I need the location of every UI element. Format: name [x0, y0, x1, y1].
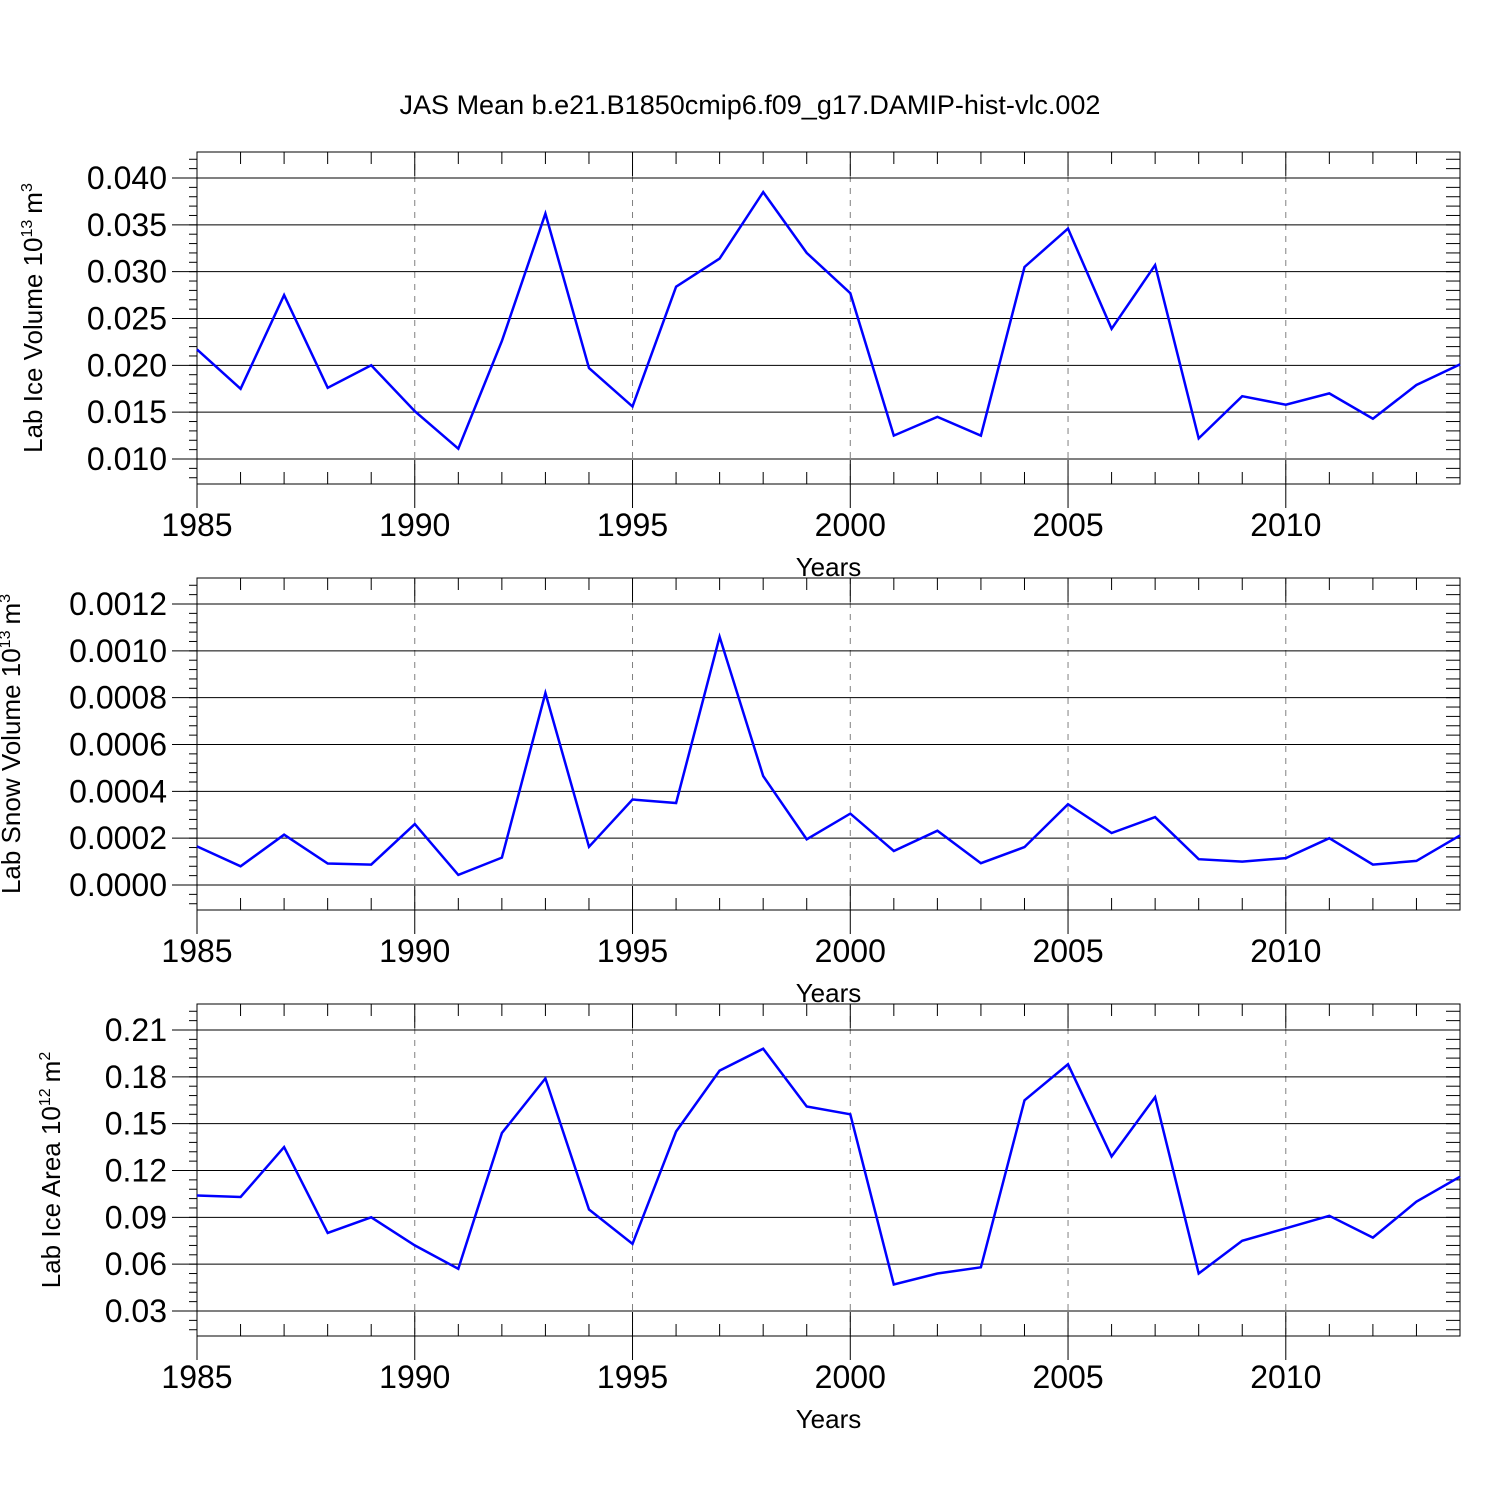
y-tick-label: 0.0010 [69, 633, 167, 669]
x-tick-label: 1990 [379, 933, 450, 969]
y-axis-title-exponent: 13 [19, 220, 36, 238]
x-axis-title: Years [796, 1404, 862, 1434]
x-tick-label: 2005 [1032, 1359, 1103, 1395]
x-tick-label: 1990 [379, 1359, 450, 1395]
x-tick-label: 1995 [597, 1359, 668, 1395]
series-line [196, 632, 1461, 877]
y-tick-label: 0.0000 [69, 867, 167, 903]
series-line [196, 1047, 1461, 1287]
x-tick-label: 2000 [815, 1359, 886, 1395]
x-tick-label: 1995 [597, 507, 668, 543]
y-tick-label: 0.12 [105, 1153, 167, 1189]
y-axis-title-exponent: 13 [0, 630, 14, 648]
y-tick-label: 0.015 [87, 394, 167, 430]
y-tick-label: 0.0008 [69, 680, 167, 716]
y-axis-title-unit-exponent: 3 [0, 594, 14, 603]
x-tick-label: 1990 [379, 507, 450, 543]
y-axis-title-text: Lab Ice Area 10 [36, 1106, 66, 1288]
y-tick-label: 0.035 [87, 207, 167, 243]
y-tick-label: 0.0012 [69, 586, 167, 622]
x-tick-label: 2000 [815, 933, 886, 969]
y-tick-label: 0.025 [87, 301, 167, 337]
y-axis-title-unit-exponent: 2 [37, 1052, 54, 1061]
y-axis-title-text: Lab Ice Volume 10 [18, 237, 48, 452]
series-line [196, 189, 1461, 451]
y-axis-title-unit: m [0, 603, 26, 625]
x-tick-label: 2010 [1250, 507, 1321, 543]
panel-1: 1985 1990 1995 2000 2005 2010 0.010 0.015 0.020 0… [18, 151, 1461, 582]
panel-2: 1985 1990 1995 2000 2005 2010 0.0000 0.0002 0.00… [0, 577, 1461, 1008]
y-axis-title: Lab Ice Area 1012 m2 [36, 1052, 66, 1289]
y-tick-label: 0.03 [105, 1293, 167, 1329]
y-tick-label: 0.040 [87, 160, 167, 196]
y-tick-label: 0.18 [105, 1059, 167, 1095]
y-tick-label: 0.09 [105, 1199, 167, 1235]
x-tick-label: 2000 [815, 507, 886, 543]
y-tick-label: 0.15 [105, 1106, 167, 1142]
y-axis-title-text: Lab Snow Volume 10 [0, 648, 26, 894]
y-axis-title: Lab Ice Volume 1013 m3 [18, 183, 48, 453]
y-axis-title-unit: m [18, 192, 48, 214]
y-axis-title-exponent: 12 [37, 1088, 54, 1106]
y-tick-label: 0.0002 [69, 820, 167, 856]
x-axis-title: Years [796, 978, 862, 1008]
x-tick-label: 2010 [1250, 1359, 1321, 1395]
y-tick-label: 0.0004 [69, 773, 167, 809]
x-tick-label: 1985 [161, 507, 232, 543]
x-tick-label: 1985 [161, 1359, 232, 1395]
x-tick-label: 2010 [1250, 933, 1321, 969]
y-axis-title: Lab Snow Volume 1013 m3 [0, 594, 26, 894]
y-tick-label: 0.010 [87, 441, 167, 477]
x-tick-label: 2005 [1032, 933, 1103, 969]
y-axis-title-unit-exponent: 3 [19, 183, 36, 192]
y-axis-title-unit: m [36, 1061, 66, 1083]
x-tick-label: 2005 [1032, 507, 1103, 543]
panel-3: 1985 1990 1995 2000 2005 2010 0.03 0.06 0.09 0.12… [36, 1003, 1461, 1434]
y-tick-label: 0.06 [105, 1246, 167, 1282]
y-tick-label: 0.21 [105, 1012, 167, 1048]
y-tick-label: 0.0006 [69, 727, 167, 763]
x-tick-label: 1985 [161, 933, 232, 969]
x-axis-title: Years [796, 552, 862, 582]
chart-title: JAS Mean b.e21.B1850cmip6.f09_g17.DAMIP-… [400, 90, 1101, 120]
y-tick-label: 0.020 [87, 347, 167, 383]
y-tick-label: 0.030 [87, 254, 167, 290]
x-tick-label: 1995 [597, 933, 668, 969]
